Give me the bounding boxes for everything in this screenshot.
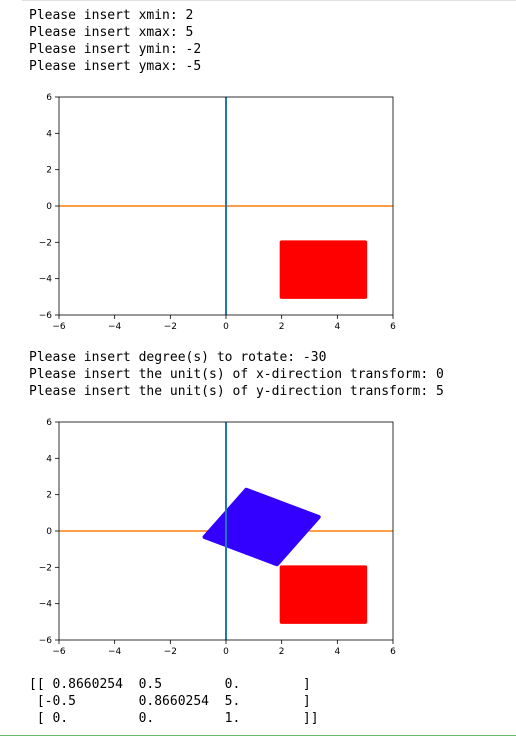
matrix-row: [ 0. 0. 1. ]] xyxy=(29,711,319,726)
output-line-x-transform: Please insert the unit(s) of x-direction… xyxy=(29,367,444,382)
output-line-ymin: Please insert ymin: -2 xyxy=(29,42,202,57)
cell-top-border xyxy=(22,0,516,1)
y-tick-label: −2 xyxy=(39,238,52,248)
x-tick-label: 0 xyxy=(223,322,229,332)
y-tick-label: −6 xyxy=(39,311,53,321)
x-tick-label: 4 xyxy=(334,322,340,332)
y-tick-label: 0 xyxy=(46,202,52,212)
cell-bottom-border xyxy=(0,735,516,736)
matrix-row: [-0.5 0.8660254 5. ] xyxy=(29,694,311,709)
x-tick-label: 2 xyxy=(279,647,285,657)
x-tick-label: −2 xyxy=(164,322,177,332)
transformed-rectangle xyxy=(202,487,321,567)
x-tick-label: −4 xyxy=(108,647,122,657)
plot-original: −6 −4 −2 0 2 4 6 −6 −4 −2 0 2 4 6 xyxy=(0,90,516,335)
output-line-y-transform: Please insert the unit(s) of y-direction… xyxy=(29,384,444,399)
y-tick-label: 6 xyxy=(46,93,52,103)
y-tick-label: 4 xyxy=(46,129,52,139)
y-tick-label: 2 xyxy=(46,491,52,501)
plot-original-svg: −6 −4 −2 0 2 4 6 −6 −4 −2 0 2 4 6 xyxy=(39,93,396,332)
x-tick-label: 6 xyxy=(390,322,396,332)
output-line-xmax: Please insert xmax: 5 xyxy=(29,25,194,40)
y-tick-label: −4 xyxy=(39,600,53,610)
x-tick-label: −6 xyxy=(52,322,66,332)
output-line-ymax: Please insert ymax: -5 xyxy=(29,59,202,74)
matrix-row: [[ 0.8660254 0.5 0. ] xyxy=(29,677,311,692)
y-tick-label: −4 xyxy=(39,275,53,285)
x-tick-label: −6 xyxy=(52,647,66,657)
x-tick-label: 4 xyxy=(334,647,340,657)
output-line-xmin: Please insert xmin: 2 xyxy=(29,8,194,23)
output-line-degree: Please insert degree(s) to rotate: -30 xyxy=(29,350,327,365)
y-tick-label: 0 xyxy=(46,527,52,537)
y-tick-label: −2 xyxy=(39,563,52,573)
x-tick-label: −2 xyxy=(164,647,177,657)
x-tick-label: −4 xyxy=(108,322,122,332)
plot-transformed-svg: −6 −4 −2 0 2 4 6 −6 −4 −2 0 2 4 6 xyxy=(39,418,396,657)
x-tick-label: 2 xyxy=(279,322,285,332)
x-tick-label: 6 xyxy=(390,647,396,657)
x-tick-label: 0 xyxy=(223,647,229,657)
y-tick-label: 2 xyxy=(46,166,52,176)
y-tick-label: −6 xyxy=(39,636,53,646)
original-rectangle xyxy=(279,565,368,624)
y-tick-label: 6 xyxy=(46,418,52,428)
y-tick-label: 4 xyxy=(46,454,52,464)
plot-transformed: −6 −4 −2 0 2 4 6 −6 −4 −2 0 2 4 6 xyxy=(0,415,516,660)
original-rectangle xyxy=(279,240,368,299)
